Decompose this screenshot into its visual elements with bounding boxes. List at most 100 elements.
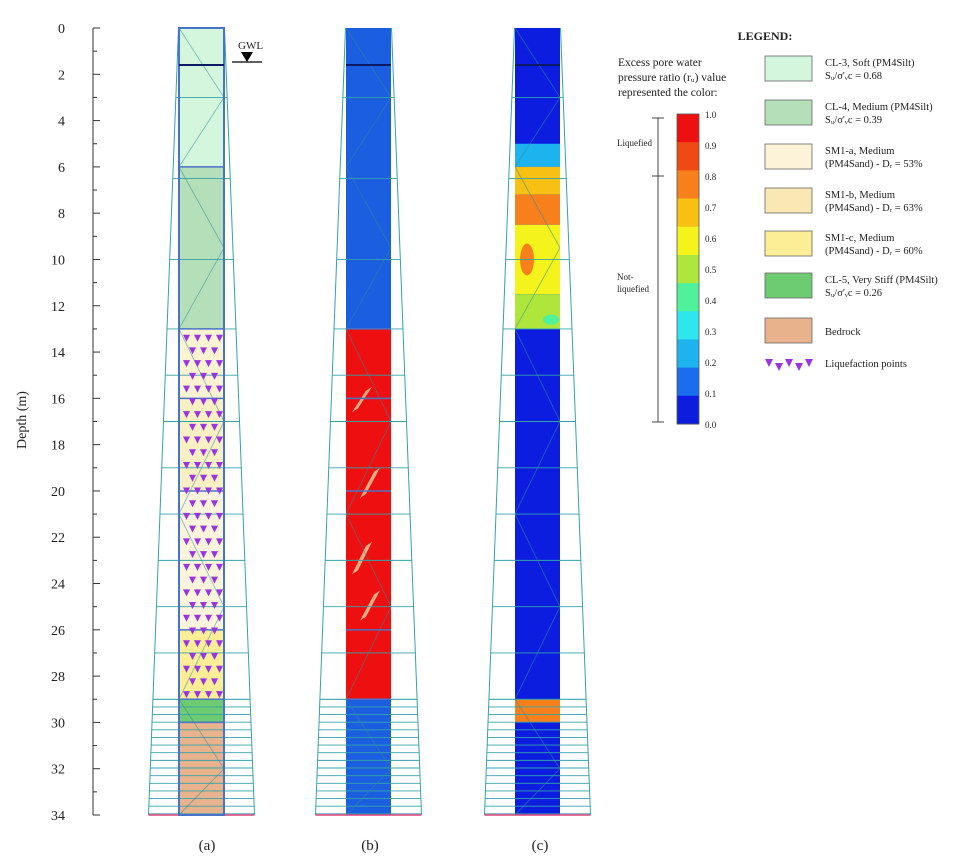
liquefaction-point bbox=[211, 551, 218, 559]
ru-zone bbox=[515, 722, 560, 815]
liquefaction-point bbox=[216, 334, 223, 342]
colorbar-band bbox=[677, 283, 699, 312]
axis-tick-label: 4 bbox=[58, 115, 65, 130]
liquefied-label: Liquefied bbox=[617, 138, 652, 148]
liquefaction-point bbox=[205, 360, 212, 368]
liquefaction-point bbox=[200, 474, 207, 482]
legend-items: CL-3, Soft (PM4Silt) Sᵤ/σ'ᵥc = 0.68 CL-4, … bbox=[764, 55, 938, 344]
legend-swatch bbox=[764, 317, 813, 344]
liquefaction-point bbox=[200, 678, 207, 686]
colorbar-tick-label: 0.6 bbox=[705, 234, 717, 244]
legend-swatch bbox=[764, 187, 813, 214]
axis-tick-label: 34 bbox=[51, 809, 65, 824]
liquefaction-point bbox=[211, 678, 218, 686]
liquefaction-point bbox=[211, 347, 218, 355]
caption-c: (c) bbox=[532, 838, 549, 854]
liquefaction-point bbox=[189, 347, 196, 355]
colorbar-title-line3: represented the color: bbox=[618, 87, 718, 99]
axis-tick-label: 26 bbox=[51, 624, 65, 639]
liquefaction-point bbox=[205, 665, 212, 673]
liquefaction-point bbox=[189, 576, 196, 584]
liquefaction-point bbox=[194, 512, 201, 520]
liquefaction-point bbox=[200, 449, 207, 457]
axis-tick-label: 0 bbox=[58, 22, 65, 37]
colorbar-tick-label: 0.4 bbox=[705, 296, 717, 306]
liquefaction-point bbox=[194, 665, 201, 673]
axis-tick-label: 20 bbox=[51, 485, 65, 500]
liquefaction-point bbox=[211, 423, 218, 431]
liquefaction-point bbox=[200, 398, 207, 406]
legend-swatch bbox=[764, 272, 813, 299]
liquefaction-point bbox=[189, 398, 196, 406]
liquefaction-point bbox=[205, 436, 212, 444]
panel-c-ru-contour bbox=[484, 27, 591, 816]
colorbar-band bbox=[677, 114, 699, 143]
legend-item-label: Sᵤ/σ'ᵥc = 0.39 bbox=[825, 115, 882, 126]
axis-tick-label: 28 bbox=[51, 670, 65, 685]
liquefaction-point bbox=[183, 563, 190, 571]
liquefaction-point bbox=[205, 385, 212, 393]
legend-item-label: SM1-a, Medium bbox=[825, 146, 894, 157]
liquefaction-point bbox=[205, 411, 212, 419]
liquefaction-point bbox=[216, 360, 223, 368]
liquefaction-point bbox=[189, 525, 196, 533]
liquefaction-point bbox=[200, 576, 207, 584]
liquefaction-point bbox=[205, 563, 212, 571]
legend-item-label: Sᵤ/σ'ᵥc = 0.68 bbox=[825, 71, 882, 82]
legend-item-label: Bedrock bbox=[825, 327, 861, 338]
liquefaction-point bbox=[216, 640, 223, 648]
colorbar-band bbox=[677, 339, 699, 369]
legend-item-label: SM1-b, Medium bbox=[825, 190, 895, 201]
liquefaction-point bbox=[211, 449, 218, 457]
liquefaction-point bbox=[189, 372, 196, 380]
colorbar-tick-label: 0.8 bbox=[705, 172, 717, 182]
liquefaction-point bbox=[183, 589, 190, 597]
liquefaction-point bbox=[183, 640, 190, 648]
liquefaction-point bbox=[189, 652, 196, 660]
not-liquefied-label-1: Not- bbox=[617, 272, 634, 282]
colorbar-band bbox=[677, 311, 699, 340]
liquefaction-point bbox=[194, 589, 201, 597]
ru-zone bbox=[515, 143, 560, 167]
axis-tick-label: 32 bbox=[51, 763, 65, 778]
liquefaction-point bbox=[183, 512, 190, 520]
liquefaction-point bbox=[200, 423, 207, 431]
liquefaction-point bbox=[183, 462, 190, 470]
liquefaction-point bbox=[200, 602, 207, 610]
axis-tick-label: 2 bbox=[58, 68, 65, 83]
ru-zone bbox=[515, 28, 560, 144]
liquefaction-point bbox=[194, 487, 201, 495]
legend-item-label: CL-3, Soft (PM4Silt) bbox=[825, 58, 915, 69]
liquefaction-point bbox=[194, 360, 201, 368]
liquefaction-point bbox=[211, 372, 218, 380]
colorbar-band bbox=[677, 395, 699, 425]
liquefaction-point bbox=[211, 525, 218, 533]
liquefaction-point bbox=[194, 691, 201, 699]
legend-item-label: Sᵤ/σ'ᵥc = 0.26 bbox=[825, 288, 882, 299]
liquefied-bracket bbox=[652, 117, 664, 423]
panel-b-ru-contour bbox=[315, 27, 422, 816]
liquefaction-point bbox=[211, 500, 218, 508]
liquefaction-point bbox=[216, 614, 223, 622]
liquefaction-point bbox=[183, 334, 190, 342]
colorbar-tick-label: 1.0 bbox=[705, 110, 717, 120]
liquefaction-point bbox=[216, 538, 223, 546]
liquefaction-point bbox=[194, 538, 201, 546]
legend-item-label: CL-5, Very Stiff (PM4Silt) bbox=[825, 275, 938, 286]
colorbar-tick-label: 0.7 bbox=[705, 203, 717, 213]
ru-zone bbox=[515, 194, 560, 225]
liquefaction-point bbox=[183, 411, 190, 419]
liquefaction-point bbox=[216, 462, 223, 470]
not-liquefied-label-2: liquefied bbox=[617, 284, 649, 294]
liquefaction-point bbox=[189, 449, 196, 457]
liquefaction-point bbox=[200, 525, 207, 533]
colorbar-tick-label: 0.5 bbox=[705, 265, 717, 275]
liquefaction-point bbox=[205, 334, 212, 342]
axis-tick-label: 14 bbox=[51, 346, 65, 361]
liquefaction-point bbox=[183, 665, 190, 673]
liquefaction-point bbox=[216, 589, 223, 597]
axis-tick-label: 10 bbox=[51, 253, 65, 268]
liquefaction-point bbox=[189, 627, 196, 635]
legend-item-label: (PM4Sand) - Dᵣ = 60% bbox=[825, 246, 923, 257]
caption-b: (b) bbox=[361, 838, 379, 854]
